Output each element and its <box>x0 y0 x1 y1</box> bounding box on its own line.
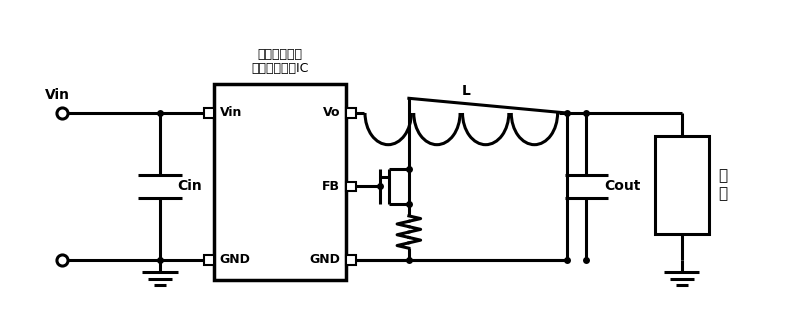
Bar <box>654 136 708 234</box>
Text: 負
荷: 負 荷 <box>719 168 728 201</box>
Bar <box>346 255 356 265</box>
Text: Cin: Cin <box>178 180 202 193</box>
Text: Vo: Vo <box>323 107 341 120</box>
Bar <box>346 182 356 192</box>
Bar <box>204 255 214 265</box>
Text: Vin: Vin <box>44 89 69 102</box>
Text: スイッチング: スイッチング <box>258 48 303 61</box>
Bar <box>204 108 214 118</box>
Text: Cout: Cout <box>604 180 640 193</box>
Text: レギュレータIC: レギュレータIC <box>251 62 308 75</box>
Text: L: L <box>462 84 471 99</box>
Bar <box>346 108 356 118</box>
Text: Vin: Vin <box>220 107 242 120</box>
Text: GND: GND <box>309 254 341 266</box>
Text: FB: FB <box>322 180 341 193</box>
Text: GND: GND <box>220 254 250 266</box>
Bar <box>214 84 346 280</box>
